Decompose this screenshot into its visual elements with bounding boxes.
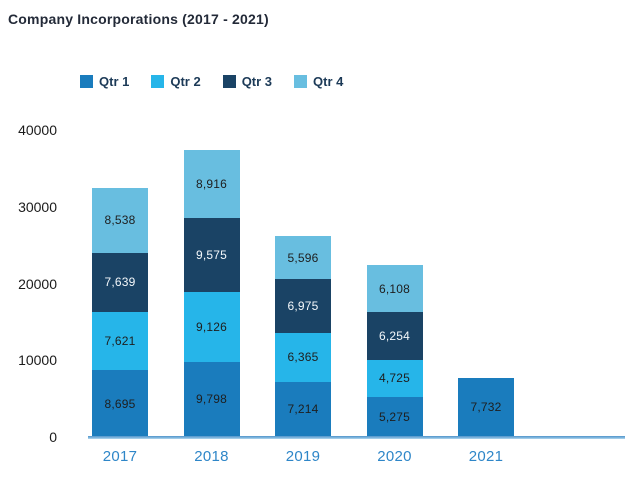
bar-value-label: 9,126 xyxy=(195,319,228,334)
bar-segment-2020-qtr-4: 6,108 xyxy=(366,265,423,313)
bar-segment-2019-qtr-1: 7,214 xyxy=(275,381,331,437)
y-tick-label: 40000 xyxy=(18,122,57,138)
y-tick-label: 20000 xyxy=(18,275,57,292)
bar-segment-2020-qtr-2: 4,725 xyxy=(366,360,423,397)
bar-value-label: 6,365 xyxy=(287,350,319,365)
bar-segment-2018-qtr-1: 9,798 xyxy=(183,361,240,437)
bar-segment-2019-qtr-3: 6,975 xyxy=(275,279,331,333)
bar-value-label: 4,725 xyxy=(378,371,411,386)
bar-segment-2020-qtr-3: 6,254 xyxy=(366,312,423,361)
legend-label: Qtr 3 xyxy=(241,74,273,89)
stacked-bar-2019: 7,214 6,365 6,975 5,596 xyxy=(275,236,331,437)
bar-segment-2018-qtr-2: 9,126 xyxy=(183,291,240,362)
bar-segment-2018-qtr-3: 9,575 xyxy=(183,218,240,292)
bar-value-label: 7,214 xyxy=(287,402,319,417)
bar-value-label: 6,975 xyxy=(287,299,319,314)
bar-segment-2020-qtr-1: 5,275 xyxy=(366,396,423,437)
bar-value-label: 6,254 xyxy=(378,329,411,344)
x-tick-label-2019: 2019 xyxy=(285,448,321,465)
x-axis-line xyxy=(88,436,625,439)
bar-segment-2017-qtr-1: 8,695 xyxy=(92,370,148,437)
x-tick-label-2020: 2020 xyxy=(377,448,412,465)
legend-swatch-icon xyxy=(294,75,308,88)
bar-segment-2017-qtr-3: 7,639 xyxy=(92,253,148,312)
chart-title: Company Incorporations (2017 - 2021) xyxy=(8,11,269,27)
legend-label: Qtr 4 xyxy=(313,74,344,89)
bar-segment-2017-qtr-2: 7,621 xyxy=(92,311,148,371)
bar-value-label: 8,695 xyxy=(104,396,136,411)
bar-value-label: 9,798 xyxy=(195,392,228,407)
stacked-bar-2017: 8,695 7,621 7,639 8,538 xyxy=(92,187,148,437)
y-tick-label: 10000 xyxy=(18,352,57,369)
stacked-bar-2021: 7,732 xyxy=(458,377,514,437)
legend-swatch-icon xyxy=(222,75,236,88)
bar-value-label: 7,732 xyxy=(470,400,502,415)
bar-segment-2019-qtr-2: 6,365 xyxy=(275,332,331,382)
bar-segment-2017-qtr-4: 8,538 xyxy=(92,187,148,254)
bar-value-label: 5,596 xyxy=(287,250,319,265)
legend-swatch-icon xyxy=(80,75,93,88)
bar-segment-2021-qtr-1: 7,732 xyxy=(458,377,514,437)
x-tick-label-2017: 2017 xyxy=(102,448,138,465)
bar-value-label: 9,575 xyxy=(195,248,228,263)
y-tick-label: 0 xyxy=(49,429,57,445)
legend-item-qtr-4: Qtr 4 xyxy=(294,74,343,89)
bar-segment-2019-qtr-4: 5,596 xyxy=(275,236,331,280)
legend-item-qtr-2: Qtr 2 xyxy=(151,74,201,89)
stacked-bar-2018: 9,798 9,126 9,575 8,916 xyxy=(183,149,240,437)
bar-value-label: 7,621 xyxy=(104,334,136,349)
legend-item-qtr-3: Qtr 3 xyxy=(222,74,273,89)
y-tick-label: 30000 xyxy=(18,198,57,215)
bar-value-label: 8,916 xyxy=(195,177,228,192)
x-tick-label-2021: 2021 xyxy=(468,448,504,465)
legend-swatch-icon xyxy=(151,75,165,88)
legend-label: Qtr 1 xyxy=(99,74,130,89)
legend: Qtr 1 Qtr 2 Qtr 3 Qtr 4 xyxy=(80,74,343,89)
bar-segment-2018-qtr-4: 8,916 xyxy=(183,149,240,219)
bar-value-label: 7,639 xyxy=(104,275,136,290)
bar-value-label: 8,538 xyxy=(104,213,136,228)
stacked-bar-2020: 5,275 4,725 6,254 6,108 xyxy=(366,265,423,437)
legend-item-qtr-1: Qtr 1 xyxy=(80,74,129,89)
x-tick-label-2018: 2018 xyxy=(194,448,229,465)
bar-value-label: 5,275 xyxy=(378,409,411,424)
legend-label: Qtr 2 xyxy=(170,74,201,89)
bar-value-label: 6,108 xyxy=(378,281,411,296)
